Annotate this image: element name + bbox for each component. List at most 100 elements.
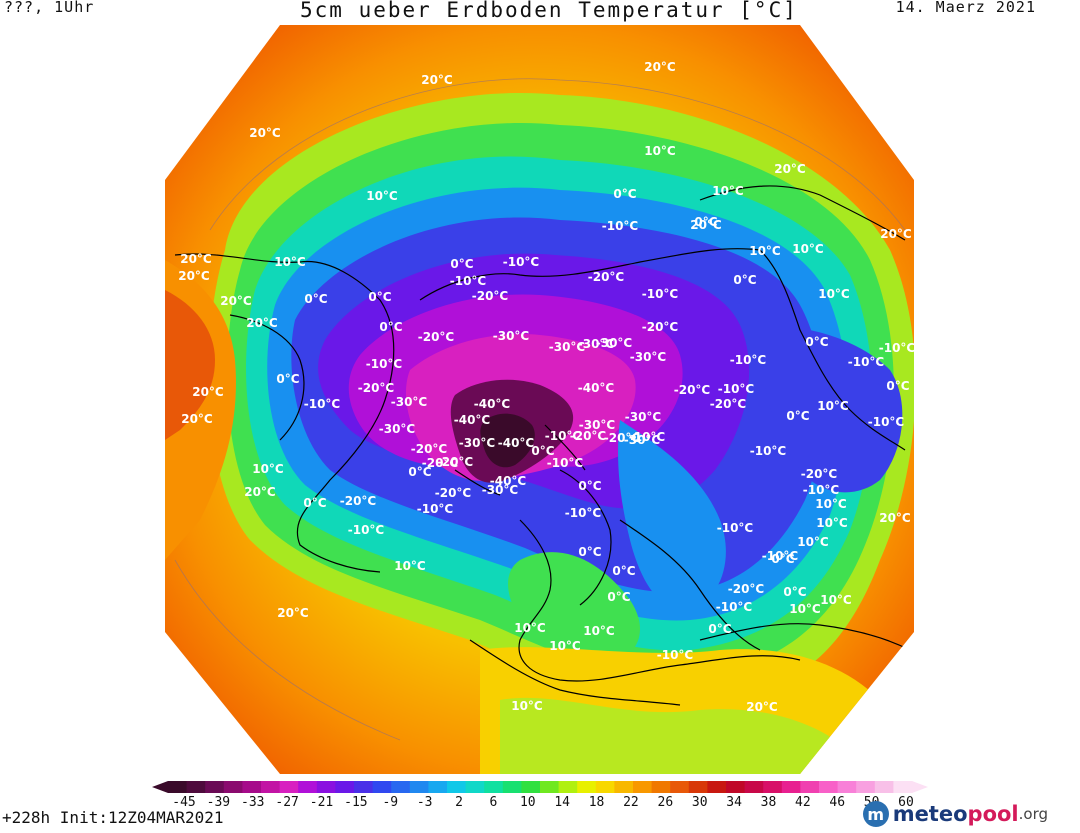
colorbar-cell: [279, 781, 299, 793]
colorbar-tick-label: 6: [489, 795, 498, 810]
contour-label: -10°C: [730, 353, 767, 367]
contour-label: 10°C: [274, 255, 306, 269]
colorbar-cell: [521, 781, 541, 793]
meteopool-logo[interactable]: m meteo pool .org: [862, 801, 1048, 827]
colorbar-tick-label: -39: [206, 795, 231, 810]
logo-text-org: .org: [1018, 805, 1048, 823]
contour-label: 0°C: [408, 465, 431, 479]
contour-label: 0°C: [578, 479, 601, 493]
contour-label: -20°C: [437, 455, 474, 469]
colorbar-cell: [781, 781, 801, 793]
contour-label: 0°C: [607, 590, 630, 604]
colorbar-cell: [744, 781, 764, 793]
contour-label: -10°C: [657, 648, 694, 662]
contour-label: 10°C: [816, 516, 848, 530]
contour-label: 0°C: [578, 545, 601, 559]
contour-label: 0°C: [450, 257, 473, 271]
colorbar-tick-label: 26: [657, 795, 674, 810]
contour-label: -10°C: [868, 415, 905, 429]
colorbar-cell: [670, 781, 690, 793]
contour-label: -40°C: [578, 381, 615, 395]
colorbar-tick-label: 38: [760, 795, 777, 810]
contour-label: 10°C: [583, 624, 615, 638]
contour-label: -30°C: [578, 337, 615, 351]
colorbar-cell: [502, 781, 522, 793]
colorbar-cell: [223, 781, 243, 793]
contour-label: -20°C: [674, 383, 711, 397]
contour-label: -10°C: [716, 600, 753, 614]
contour-label: -10°C: [718, 382, 755, 396]
contour-label: -20°C: [604, 431, 641, 445]
contour-label: -30°C: [625, 410, 662, 424]
logo-text-meteo: meteo: [892, 802, 968, 826]
contour-label: 20°C: [690, 218, 722, 232]
contour-label: 20°C: [746, 700, 778, 714]
colorbar-cell: [726, 781, 746, 793]
contour-label: -30°C: [459, 436, 496, 450]
contour-label: 10°C: [797, 535, 829, 549]
colorbar-cell: [651, 781, 671, 793]
colorbar-tick-label: 60: [898, 795, 914, 810]
colorbar-cell: [633, 781, 653, 793]
contour-label: 20°C: [180, 252, 212, 266]
contour-label: 0°C: [304, 292, 327, 306]
contour-label: -10°C: [565, 506, 602, 520]
contour-label: -30°C: [579, 418, 616, 432]
contour-label: 0°C: [531, 444, 554, 458]
contour-label: -10°C: [348, 523, 385, 537]
colorbar-cell: [298, 781, 318, 793]
contour-label: 0°C: [612, 564, 635, 578]
contour-label: 20°C: [880, 227, 912, 241]
colorbar-arrow-high: [912, 781, 928, 793]
meteopool-logo-icon: m: [862, 801, 889, 827]
contour-label: 0°C: [694, 215, 717, 229]
contour-label: 0°C: [613, 187, 636, 201]
contour-label: -30°C: [391, 395, 428, 409]
colorbar-cell: [316, 781, 336, 793]
colorbar-arrow-low: [152, 781, 168, 793]
colorbar-cell: [409, 781, 429, 793]
colorbar-tick-label: -45: [172, 795, 196, 810]
colorbar-tick-label: -21: [309, 795, 334, 810]
colorbar-tick-label: -33: [241, 795, 265, 810]
contour-label: -20°C: [642, 320, 679, 334]
colorbar-tick-label: -9: [382, 795, 399, 810]
contour-label: 10°C: [789, 602, 821, 616]
colorbar-tick-label: 30: [691, 795, 708, 810]
contour-label: 10°C: [820, 593, 852, 607]
contour-label: -20°C: [418, 330, 455, 344]
contour-label: -20°C: [472, 289, 509, 303]
contour-label: -30°C: [493, 329, 530, 343]
contour-label: -10°C: [803, 483, 840, 497]
colorbar-tick-label: 10: [519, 795, 536, 810]
coastlines: [174, 185, 911, 706]
colorbar-cell: [428, 781, 448, 793]
contour-label: -30°C: [482, 483, 519, 497]
colorbar-cell: [205, 781, 225, 793]
contour-label: 0°C: [379, 320, 402, 334]
contour-label: -10°C: [366, 357, 403, 371]
colorbar-tick-label: 42: [795, 795, 811, 810]
map-field: [165, 25, 914, 774]
contour-label: 10°C: [549, 639, 581, 653]
contour-label: 20°C: [178, 269, 210, 283]
colorbar-tick-label: -27: [275, 795, 299, 810]
contour-label: 10°C: [817, 399, 849, 413]
contour-label: -10°C: [762, 549, 799, 563]
contour-label: 20°C: [644, 60, 676, 74]
contour-label: 0°C: [368, 290, 391, 304]
valid-date: 14. Maerz 2021: [895, 0, 1036, 16]
colorbar-cell: [874, 781, 894, 793]
colorbar-cell: [354, 781, 374, 793]
contour-labels: 20°C20°C20°C10°C10°C20°C10°C0°C10°C20°C2…: [178, 60, 915, 714]
contour-label: -20°C: [422, 456, 459, 470]
contour-label: 10°C: [749, 244, 781, 258]
contour-label: -10°C: [717, 521, 754, 535]
colorbar-tick-label: 18: [588, 795, 605, 810]
colorbar-cell: [893, 781, 913, 793]
contour-label: -30°C: [549, 340, 586, 354]
contour-label: -10°C: [547, 456, 584, 470]
contour-label: 20°C: [246, 316, 278, 330]
colorbar-tick-label: 34: [726, 795, 742, 810]
